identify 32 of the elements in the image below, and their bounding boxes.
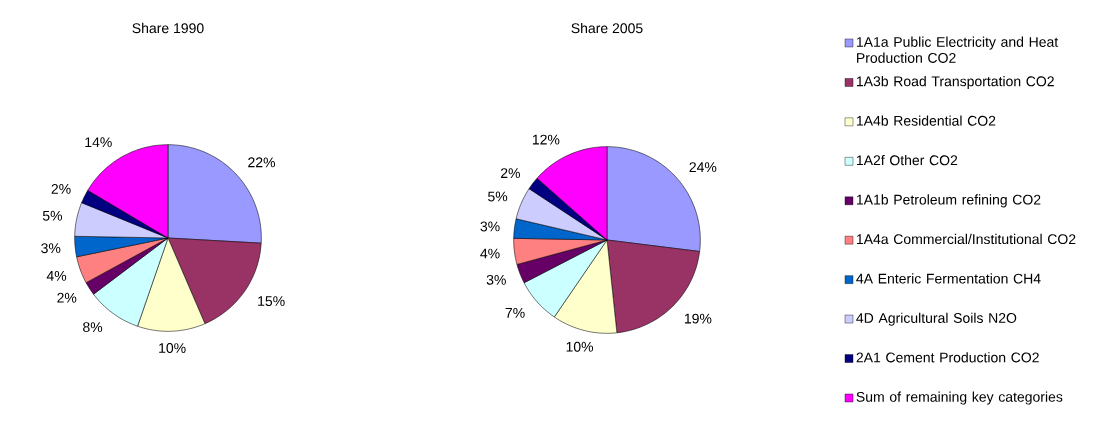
data-label: 22% — [248, 157, 276, 168]
data-label: 2% — [57, 292, 77, 303]
legend-label: 1A2f Other CO2 — [856, 154, 958, 166]
legend-label: 4A Enteric Fermentation CH4 — [856, 273, 1041, 284]
data-label: 5% — [488, 191, 508, 202]
legend-label: 4D Agricultural Soils N2O — [856, 312, 1017, 326]
legend-label: 1A4b Residential CO2 — [856, 115, 996, 126]
data-label: 3% — [41, 243, 61, 254]
data-label: 10% — [566, 341, 594, 352]
data-label: 15% — [258, 296, 285, 307]
data-label: 3% — [480, 221, 500, 232]
legend-label: Sum of remaining key categories — [856, 391, 1063, 405]
chart-title: Share 1990 — [132, 22, 204, 34]
legend-label: 2A1 Cement Production CO2 — [856, 352, 1039, 363]
data-label: 7% — [505, 307, 525, 318]
data-label: 8% — [83, 322, 103, 333]
data-label: 2% — [51, 183, 71, 194]
data-label: 4% — [480, 248, 500, 259]
chart-title: Share 2005 — [571, 22, 643, 34]
data-label: 10% — [159, 343, 186, 353]
legend-label: 1A1a Public Electricity and Heat Production CO2 — [856, 36, 1059, 63]
data-label: 19% — [684, 313, 712, 324]
legend-label: 1A3b Road Transportation CO2 — [856, 75, 1054, 90]
legend-label: 1A4a Commercial/Institutional CO2 — [856, 233, 1076, 245]
data-label: 3% — [486, 274, 506, 285]
data-label: 24% — [689, 162, 717, 173]
data-label: 5% — [42, 210, 63, 221]
data-label: 4% — [46, 270, 67, 281]
data-label: 12% — [532, 134, 560, 145]
legend-label: 1A1b Petroleum refining CO2 — [856, 194, 1041, 208]
data-label: 2% — [500, 168, 520, 178]
data-label: 14% — [85, 137, 112, 148]
